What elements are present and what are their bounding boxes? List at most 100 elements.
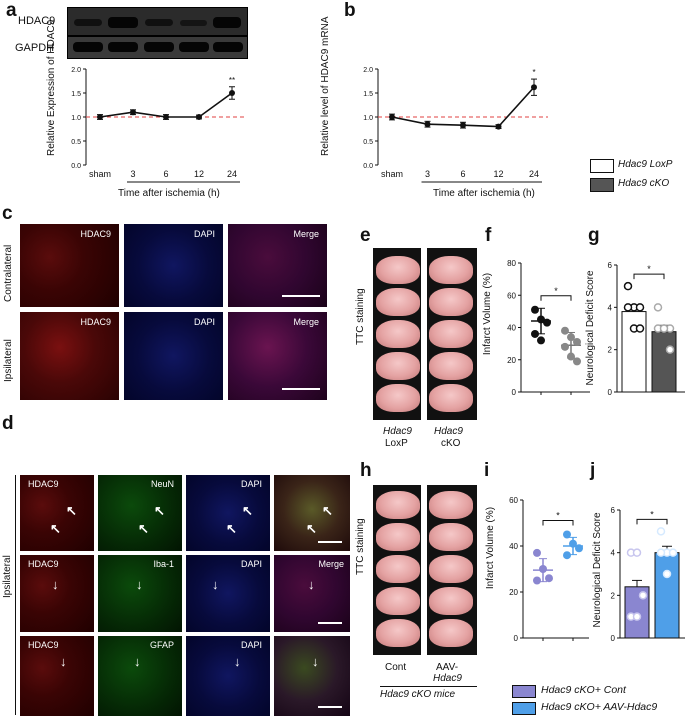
legend-bottom-item2: Hdac9 cKO+ AAV-Hdac9 xyxy=(541,701,658,713)
data-point xyxy=(533,548,541,557)
micro-label: HDAC9 xyxy=(80,317,111,327)
micro-d-r3-dapi: DAPI ↓ xyxy=(186,636,270,716)
legend-swatch-cont xyxy=(512,685,536,698)
data-point xyxy=(424,121,431,128)
data-point xyxy=(662,569,672,579)
legend-bottom-item1: Hdac9 cKO+ Cont xyxy=(541,684,626,696)
y-tick-label: 4 xyxy=(611,549,616,558)
significance-bracket xyxy=(540,295,572,301)
micro-d-r2-iba1: Iba-1 ↓ xyxy=(98,555,182,632)
y-tick-label: 4 xyxy=(608,303,613,312)
x-tick-label: 12 xyxy=(194,169,204,179)
micro-label: Merge xyxy=(318,559,344,569)
micro-d-r2-dapi: DAPI ↓ xyxy=(186,555,270,632)
y-tick-label: 0.0 xyxy=(71,163,81,170)
significance-marker: * xyxy=(647,264,651,274)
panel-i-chart: 0 20 40 60 * xyxy=(509,496,589,643)
micro-d-r2-hdac9: HDAC9 ↓ xyxy=(20,555,94,632)
data-point xyxy=(561,326,569,335)
y-tick-label: 1.0 xyxy=(363,115,373,122)
ttc-tray-e xyxy=(373,248,477,420)
data-point xyxy=(632,548,642,557)
scale-bar xyxy=(318,706,342,708)
panel-a-chart: 0.0 0.5 1.0 1.5 2.0 sham 3 6 12 24 ** xyxy=(71,67,246,183)
x-tick-label: 3 xyxy=(130,169,135,179)
y-tick-label: 0.0 xyxy=(363,163,373,170)
bar xyxy=(621,311,647,393)
micro-label: NeuN xyxy=(150,479,174,489)
y-tick-label: 20 xyxy=(507,356,516,365)
panel-h-side: TTC staining xyxy=(355,518,366,575)
scale-bar xyxy=(318,541,342,543)
panel-c-row1: Contralateral xyxy=(3,244,14,302)
bar xyxy=(651,331,677,393)
y-tick-label: 2 xyxy=(611,591,616,600)
x-tick-label: 12 xyxy=(493,169,503,179)
data-point xyxy=(635,303,645,312)
micro-d-r3-hdac9: HDAC9 ↓ xyxy=(20,636,94,716)
y-tick-label: 20 xyxy=(509,588,518,597)
x-tick-label: sham xyxy=(89,169,111,179)
panel-e-col1a: Hdac9 xyxy=(383,426,412,437)
panel-j-chart: 0 2 4 6 * xyxy=(611,506,685,643)
panel-c-row2: Ipsilateral xyxy=(3,339,14,382)
data-point xyxy=(531,305,539,314)
x-tick-label: sham xyxy=(381,169,403,179)
micro-c-ipsi-merge: Merge xyxy=(228,312,327,400)
legend-swatch-cko xyxy=(590,178,614,192)
western-blot-gapdh xyxy=(67,36,248,59)
x-tick-label: 3 xyxy=(425,169,430,179)
panel-label-a: a xyxy=(6,0,17,21)
significance-marker: ** xyxy=(229,76,235,85)
data-point xyxy=(623,303,633,312)
data-point xyxy=(563,551,571,560)
significance-bracket xyxy=(633,273,665,280)
panel-b-chart: 0.0 0.5 1.0 1.5 2.0 sham 3 6 12 24 * xyxy=(363,67,548,183)
panel-label-d: d xyxy=(2,413,14,434)
significance-marker: * xyxy=(556,511,560,521)
data-point xyxy=(539,565,547,573)
data-point xyxy=(668,548,678,557)
y-tick-label: 6 xyxy=(608,261,613,270)
data-point xyxy=(545,574,553,583)
data-point xyxy=(531,84,537,91)
significance-bracket xyxy=(636,518,668,525)
x-tick-label: 24 xyxy=(529,169,539,179)
panel-a-xlabel: Time after ischemia (h) xyxy=(118,188,220,199)
blot-label-gapdh: GAPDH xyxy=(15,42,55,54)
y-tick-label: 0 xyxy=(512,388,517,397)
micro-d-r2-merge: Merge ↓ xyxy=(274,555,350,632)
data-point xyxy=(653,303,663,312)
micro-d-r1-dapi: DAPI ↖ ↖ xyxy=(186,475,270,551)
panel-label-e: e xyxy=(360,225,371,246)
scale-bar xyxy=(282,295,320,297)
data-point xyxy=(229,90,235,96)
panel-label-c: c xyxy=(2,203,13,224)
micro-c-contra-dapi: DAPI xyxy=(124,224,223,307)
micro-d-r3-merge: ↓ xyxy=(274,636,350,716)
micro-label: GFAP xyxy=(149,640,174,650)
micro-label: HDAC9 xyxy=(28,559,59,569)
y-tick-label: 0.5 xyxy=(71,139,81,146)
panel-label-b: b xyxy=(344,0,356,21)
legend-top-item1: Hdac9 LoxP xyxy=(618,159,673,170)
data-point xyxy=(389,114,395,120)
scale-bar xyxy=(318,622,342,624)
micro-label: DAPI xyxy=(193,229,215,239)
y-tick-label: 60 xyxy=(509,496,518,505)
data-point xyxy=(623,281,633,291)
data-point xyxy=(567,352,575,361)
panel-label-i: i xyxy=(484,460,490,481)
x-tick-label: 24 xyxy=(227,169,237,179)
micro-c-contra-merge: Merge xyxy=(228,224,327,307)
panel-label-j: j xyxy=(590,460,596,481)
y-tick-label: 0.5 xyxy=(363,139,373,146)
panel-e-side: TTC staining xyxy=(355,288,366,345)
y-tick-label: 1.0 xyxy=(71,115,81,122)
panel-h-footer: Hdac9 cKO mice xyxy=(380,689,456,700)
significance-marker: * xyxy=(532,68,535,77)
significance-marker: * xyxy=(650,509,654,519)
micro-label: DAPI xyxy=(240,479,262,489)
micro-label: DAPI xyxy=(193,317,215,327)
micro-d-r1-neun: NeuN ↖ ↖ xyxy=(98,475,182,551)
